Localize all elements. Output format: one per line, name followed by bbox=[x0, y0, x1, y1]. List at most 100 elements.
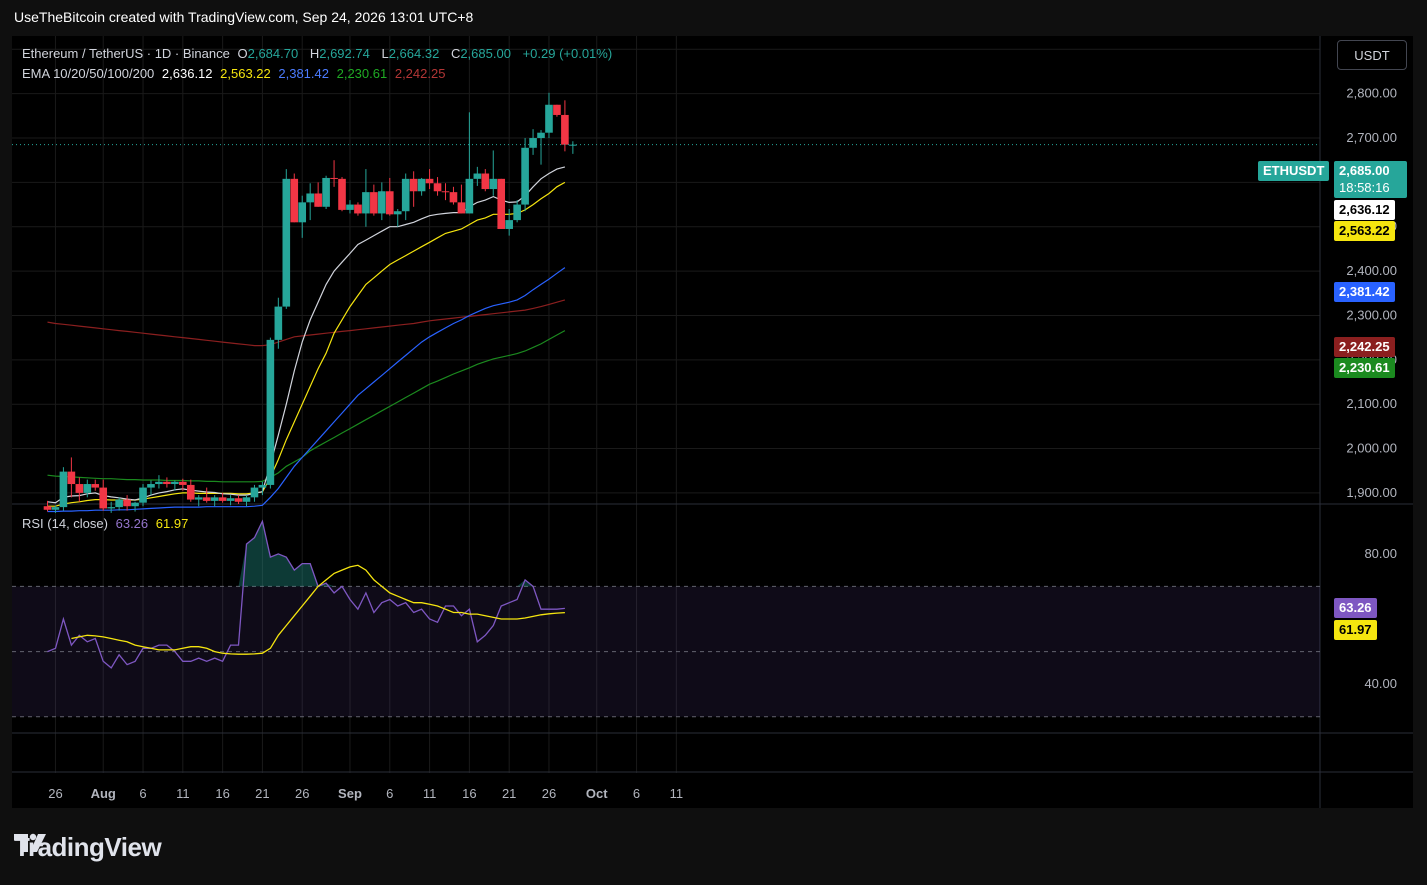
rsi-label: RSI (14, close) bbox=[22, 516, 108, 531]
time-tick-label: 11 bbox=[670, 786, 684, 801]
time-tick-label: 21 bbox=[255, 786, 269, 801]
tradingview-logo[interactable]: TradingView bbox=[14, 832, 162, 863]
time-tick-label: 26 bbox=[542, 786, 556, 801]
high-value: H2,692.74 bbox=[309, 46, 370, 61]
candle-body bbox=[107, 507, 115, 509]
rsi-tick-label: 80.00 bbox=[1364, 546, 1397, 561]
candle-body bbox=[553, 104, 561, 115]
chart-frame[interactable]: 2,900.002,800.002,700.002,600.002,500.00… bbox=[12, 36, 1413, 808]
candle-body bbox=[354, 204, 362, 214]
candle-body bbox=[513, 204, 521, 221]
candle-body bbox=[545, 104, 553, 133]
candle-body bbox=[218, 497, 227, 501]
ema200-value: 2,242.25 bbox=[394, 66, 446, 81]
candle-body bbox=[338, 178, 346, 210]
candle-body bbox=[465, 178, 474, 214]
candle-body bbox=[59, 471, 68, 508]
price-tick-label: 2,000.00 bbox=[1346, 441, 1397, 456]
symbol-price-tag: ETHUSDT bbox=[1258, 161, 1330, 181]
time-tick-label: 6 bbox=[633, 786, 640, 801]
candle-body bbox=[370, 192, 378, 214]
ema10-line bbox=[47, 166, 566, 504]
bar-countdown: 18:58:16 bbox=[1339, 180, 1390, 195]
ema-label: EMA 10/20/50/100/200 bbox=[22, 66, 155, 81]
rsi-line bbox=[47, 519, 565, 669]
candle-body bbox=[457, 202, 466, 214]
candle-body bbox=[409, 178, 418, 192]
candle-body bbox=[529, 138, 537, 148]
candle-body bbox=[226, 498, 235, 501]
ema20-value: 2,563.22 bbox=[220, 66, 271, 81]
price-tick-label: 2,300.00 bbox=[1346, 307, 1397, 322]
price-tick-label: 2,400.00 bbox=[1346, 263, 1397, 278]
rsi-overbought-fill bbox=[47, 521, 565, 587]
last-price-tag: 2,685.00 18:58:16 bbox=[1334, 161, 1407, 198]
candle-body bbox=[51, 507, 60, 510]
time-tick-label: 26 bbox=[295, 786, 309, 801]
rsi-legend: RSI (14, close) 63.26 61.97 bbox=[22, 516, 192, 531]
symbol-legend: Ethereum / TetherUS · 1D · Binance O2,68… bbox=[22, 46, 616, 61]
candle-body bbox=[202, 497, 211, 501]
time-tick-label: Sep bbox=[338, 786, 362, 801]
candle-body bbox=[274, 306, 283, 340]
candle-body bbox=[378, 191, 386, 214]
candle-body bbox=[210, 497, 219, 501]
candle-body bbox=[163, 481, 171, 485]
candle-body bbox=[179, 481, 187, 485]
candle-body bbox=[242, 497, 251, 502]
candle-body bbox=[306, 193, 314, 203]
candle-body bbox=[99, 487, 108, 509]
rsi-value: 63.26 bbox=[115, 516, 149, 531]
candle-body bbox=[234, 498, 243, 502]
price-tick-label: 2,800.00 bbox=[1346, 86, 1397, 101]
candle-body bbox=[43, 506, 52, 510]
price-tick-label: 2,700.00 bbox=[1346, 130, 1397, 145]
time-tick-label: 6 bbox=[386, 786, 393, 801]
time-tick-label: 11 bbox=[176, 786, 190, 801]
ema100-tag: 2,230.61 bbox=[1334, 358, 1395, 378]
rsi-ma-value: 61.97 bbox=[155, 516, 189, 531]
candle-body bbox=[505, 220, 513, 229]
candle-body bbox=[194, 497, 203, 500]
candle-body bbox=[123, 499, 131, 507]
candle-body bbox=[393, 211, 402, 215]
candle-body bbox=[473, 173, 482, 179]
candle-body bbox=[75, 484, 84, 493]
candle-body bbox=[330, 177, 338, 179]
price-chart[interactable]: 2,900.002,800.002,700.002,600.002,500.00… bbox=[12, 36, 1413, 808]
time-tick-label: 16 bbox=[215, 786, 229, 801]
last-price: 2,685.00 bbox=[1339, 163, 1390, 178]
ema50-line bbox=[47, 267, 566, 513]
candle-body bbox=[425, 178, 434, 184]
ema10-value: 2,636.12 bbox=[161, 66, 213, 81]
tradingview-logo-icon bbox=[14, 833, 46, 852]
candle-body bbox=[290, 178, 299, 223]
currency-button[interactable]: USDT bbox=[1337, 40, 1407, 70]
candle-body bbox=[186, 484, 195, 500]
candle-body bbox=[417, 178, 426, 192]
rsi-tag: 63.26 bbox=[1334, 598, 1377, 618]
candle-body bbox=[322, 177, 330, 207]
candle-body bbox=[497, 178, 506, 229]
candle-body bbox=[433, 183, 442, 192]
time-tick-label: 21 bbox=[502, 786, 516, 801]
candle-body bbox=[561, 114, 569, 145]
candle-body bbox=[346, 204, 354, 210]
candle-body bbox=[298, 202, 307, 223]
candle-body bbox=[139, 487, 147, 503]
ema20-line bbox=[47, 181, 566, 507]
candle-body bbox=[266, 339, 275, 485]
candle-body bbox=[67, 471, 76, 485]
candle-body bbox=[91, 484, 100, 488]
rsi-ma-tag: 61.97 bbox=[1334, 620, 1377, 640]
candle-body bbox=[115, 499, 123, 508]
candle-body bbox=[489, 178, 498, 190]
price-tick-label: 1,900.00 bbox=[1346, 485, 1397, 500]
candle-body bbox=[521, 147, 529, 205]
candle-body bbox=[449, 192, 458, 203]
time-tick-label: Oct bbox=[586, 786, 608, 801]
ema20-tag: 2,563.22 bbox=[1334, 221, 1395, 241]
ema100-line bbox=[47, 330, 566, 483]
symbol-name: Ethereum / TetherUS · 1D · Binance bbox=[22, 46, 230, 61]
chart-header-title: UseTheBitcoin created with TradingView.c… bbox=[14, 9, 474, 25]
